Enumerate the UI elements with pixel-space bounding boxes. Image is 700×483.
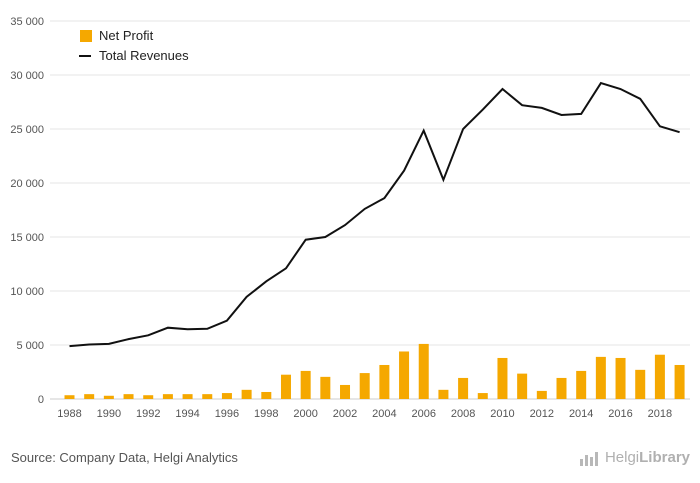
net-profit-bar: [123, 394, 134, 399]
net-profit-bar: [143, 395, 154, 399]
x-tick-label: 1998: [254, 408, 278, 420]
net-profit-bar: [399, 351, 410, 399]
x-axis-ticks: 1988 1990 1992 1994 1996 1998 2000 2002 2004 2006…: [57, 408, 672, 420]
x-tick-label: 1990: [97, 408, 121, 420]
y-tick-label: 30 000: [10, 70, 44, 82]
net-profit-bar: [654, 354, 665, 399]
grid-lines: [50, 20, 690, 400]
x-tick-label: 2006: [411, 408, 435, 420]
net-profit-bar: [418, 343, 429, 399]
x-tick-label: 2008: [451, 408, 475, 420]
net-profit-bar: [458, 377, 469, 399]
y-tick-label: 5 000: [16, 340, 44, 352]
net-profit-bar: [280, 374, 291, 399]
x-tick-label: 1988: [57, 408, 81, 420]
x-tick-label: 2014: [569, 408, 593, 420]
net-profit-bar: [64, 395, 75, 399]
net-profit-bar: [635, 369, 646, 399]
x-tick-label: 1992: [136, 408, 160, 420]
net-profit-bar: [576, 370, 587, 399]
net-profit-bar: [162, 394, 173, 399]
net-profit-bar: [320, 376, 331, 399]
net-profit-bar: [497, 357, 508, 399]
net-profit-bar: [202, 394, 213, 399]
x-tick-label: 2016: [608, 408, 632, 420]
net-profit-bar: [300, 370, 311, 399]
chart-canvas: 0 5 000 10 000 15 000 20 000 25 000 30 000 35 0…: [10, 16, 690, 420]
brand-chart-icon: [579, 451, 598, 466]
brand-logo: HelgiLibrary: [579, 449, 690, 466]
x-tick-label: 2018: [648, 408, 672, 420]
net-profit-bar: [221, 393, 232, 399]
net-profit-bar: [615, 357, 626, 399]
legend-total-revenues-label: Total Revenues: [99, 48, 189, 63]
net-profit-bar: [103, 395, 114, 399]
net-profit-bar: [84, 394, 95, 399]
net-profit-bar: [241, 389, 252, 399]
x-tick-label: 2012: [530, 408, 554, 420]
y-tick-label: 0: [38, 394, 44, 406]
y-tick-label: 10 000: [10, 286, 44, 298]
x-tick-label: 1996: [215, 408, 239, 420]
net-profit-bars: [64, 343, 685, 399]
x-tick-label: 2002: [333, 408, 357, 420]
y-tick-label: 35 000: [10, 16, 44, 28]
net-profit-bar: [379, 364, 390, 399]
brand-name: HelgiLibrary: [604, 449, 690, 466]
net-profit-bar: [517, 373, 528, 399]
legend: Net Profit Total Revenues: [79, 28, 189, 63]
x-tick-label: 2000: [293, 408, 317, 420]
y-tick-label: 20 000: [10, 178, 44, 190]
net-profit-bar: [182, 394, 193, 399]
x-tick-label: 2004: [372, 408, 396, 420]
x-tick-label: 2010: [490, 408, 514, 420]
net-profit-bar: [556, 377, 567, 399]
y-tick-label: 15 000: [10, 232, 44, 244]
legend-net-profit-swatch: [80, 30, 92, 42]
net-profit-bar: [477, 393, 488, 399]
net-profit-bar: [359, 373, 370, 399]
y-axis-ticks: 0 5 000 10 000 15 000 20 000 25 000 30 000 35 0…: [10, 16, 44, 406]
total-revenues-line: [69, 81, 680, 348]
x-tick-label: 1994: [175, 408, 199, 420]
net-profit-bar: [595, 356, 606, 399]
net-profit-bar: [536, 390, 547, 399]
y-tick-label: 25 000: [10, 124, 44, 136]
source-note: Source: Company Data, Helgi Analytics: [11, 450, 238, 465]
net-profit-bar: [438, 389, 449, 399]
legend-net-profit-label: Net Profit: [99, 28, 154, 43]
net-profit-bar: [674, 364, 685, 399]
net-profit-bar: [340, 384, 351, 399]
net-profit-bar: [261, 391, 272, 399]
